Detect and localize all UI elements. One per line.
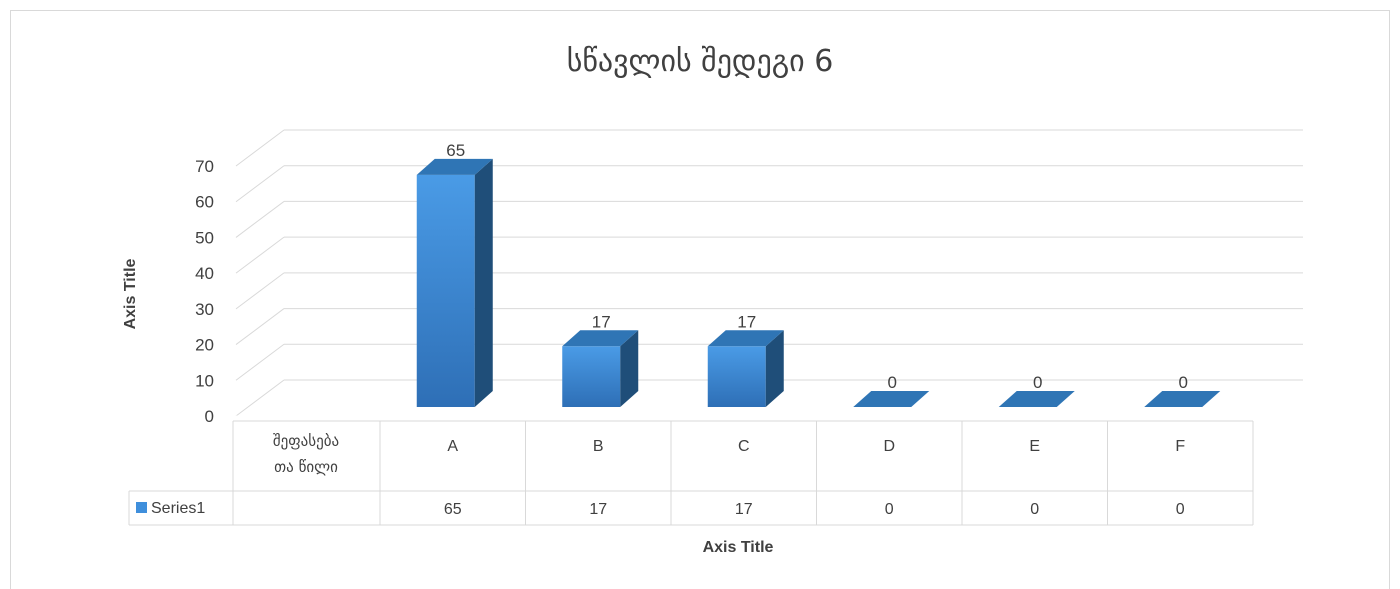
- data-table: შეფასება თა წილი A 65 B 17 C 17 D 0 E 0 F 0 Series1: [128, 420, 1254, 526]
- gridline-depth: [235, 272, 285, 310]
- y-tick-label: 10: [195, 371, 214, 390]
- data-label: 17: [737, 312, 756, 331]
- gridline-depth: [235, 201, 285, 238]
- bar-side: [620, 330, 639, 407]
- category-label: C: [738, 438, 750, 455]
- data-label: 17: [592, 312, 611, 331]
- data-label: 0: [888, 373, 897, 392]
- bar-top: [1144, 391, 1221, 407]
- y-tick-label: 0: [205, 407, 214, 426]
- bar-side: [765, 330, 784, 407]
- legend-key: [136, 502, 147, 513]
- bars: [416, 158, 1221, 407]
- table-value: 17: [735, 501, 753, 518]
- category-label: E: [1029, 438, 1040, 455]
- y-tick-label: 20: [195, 336, 214, 355]
- bar-top: [853, 391, 930, 407]
- bar-front: [707, 346, 766, 407]
- data-labels: 65 17 17 0 0 0: [446, 141, 1188, 392]
- data-label: 0: [1179, 373, 1188, 392]
- table-value: 0: [885, 501, 894, 518]
- chart-title: სწავლის შედეგი 6: [566, 44, 834, 79]
- category-label: A: [447, 438, 458, 455]
- y-tick-label: 30: [195, 300, 214, 319]
- table-header-label: თა წილი: [274, 458, 338, 476]
- y-tick-label: 50: [195, 228, 214, 247]
- table-header-label: შეფასება: [273, 432, 339, 450]
- category-label: F: [1175, 438, 1185, 455]
- data-label: 0: [1033, 373, 1042, 392]
- table-value: 17: [589, 501, 607, 518]
- table-value: 0: [1030, 501, 1039, 518]
- bar-top: [416, 158, 493, 175]
- y-tick-label: 60: [195, 193, 214, 212]
- y-axis-ticks: 0 10 20 30 40 50 60 70: [195, 157, 214, 426]
- gridline-depth: [235, 379, 285, 417]
- bar-top: [707, 330, 784, 347]
- y-tick-label: 70: [195, 157, 214, 176]
- table-value: 0: [1176, 501, 1185, 518]
- gridline-depth: [235, 236, 285, 274]
- data-label: 65: [446, 141, 465, 160]
- bar-front: [416, 174, 475, 407]
- gridline-depth: [235, 129, 285, 167]
- gridline-depth: [235, 165, 285, 203]
- category-label: B: [593, 438, 604, 455]
- bar-side: [474, 158, 493, 407]
- gridline-depth: [235, 343, 285, 381]
- y-tick-label: 40: [195, 264, 214, 283]
- table-value: 65: [444, 501, 462, 518]
- category-label: D: [883, 438, 895, 455]
- gridline-depth: [235, 308, 285, 345]
- bar-top: [998, 391, 1075, 407]
- chart-area: [10, 10, 1390, 589]
- x-axis-title: Axis Title: [702, 539, 774, 556]
- bar-front: [562, 346, 621, 407]
- bar-top: [562, 330, 639, 347]
- series-name: Series1: [151, 500, 205, 517]
